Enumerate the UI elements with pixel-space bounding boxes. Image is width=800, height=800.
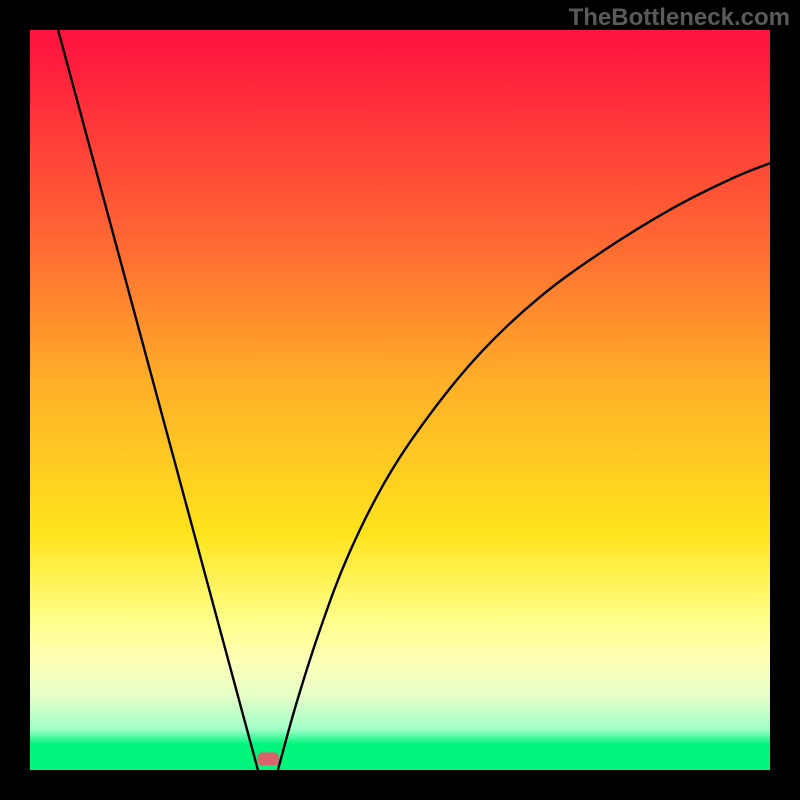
curve-layer <box>0 0 800 800</box>
optimal-marker <box>258 753 278 765</box>
bottleneck-curve <box>58 30 770 770</box>
